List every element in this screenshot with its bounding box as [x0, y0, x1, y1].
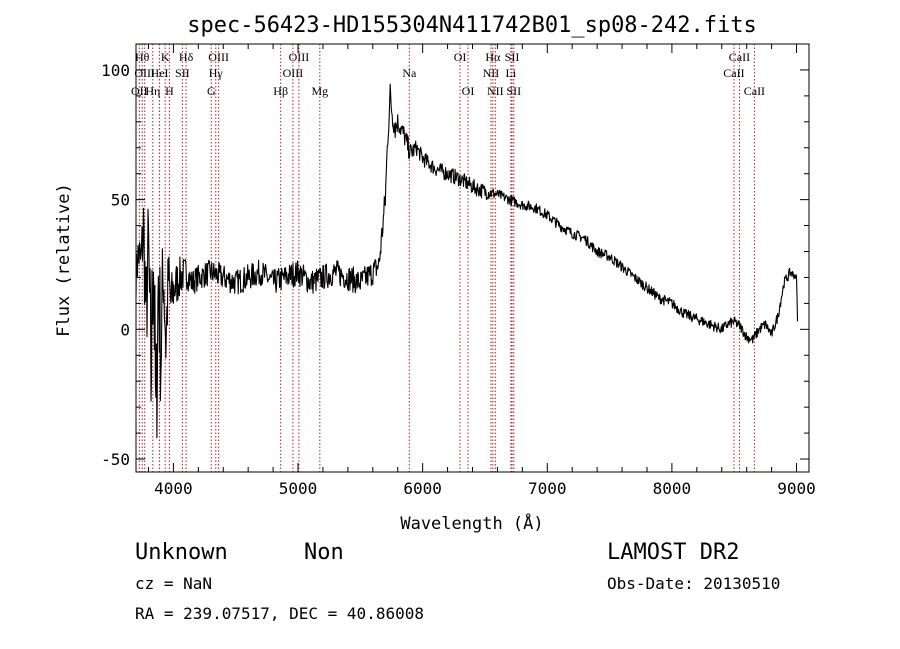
line-label-25: CaII: [723, 66, 744, 80]
line-label-9: G: [207, 84, 216, 98]
line-label-12: Hβ: [273, 84, 288, 98]
line-label-7: SII: [175, 66, 190, 80]
spectrum-line: [135, 83, 799, 439]
line-label-5: K: [161, 50, 170, 64]
obs-date: Obs-Date: 20130510: [607, 574, 780, 593]
line-label-1: Hθ: [135, 50, 150, 64]
x-axis: 4000 5000 6000 7000 8000 9000: [147, 44, 816, 498]
line-label-17: OI: [454, 50, 467, 64]
x-tick-label-5: 9000: [777, 479, 816, 498]
line-label-21: NII: [487, 84, 504, 98]
class-label: Unknown: [135, 540, 228, 565]
line-label-18: OI: [462, 84, 475, 98]
line-label-8: Hδ: [179, 50, 194, 64]
line-label-20: Hα: [485, 50, 501, 64]
line-label-6: H: [165, 84, 174, 98]
x-tick-label-3: 7000: [528, 479, 567, 498]
x-tick-label-1: 5000: [279, 479, 318, 498]
line-label-23: SII: [505, 50, 520, 64]
x-tick-label-0: 4000: [154, 479, 193, 498]
x-tick-label-2: 6000: [403, 479, 442, 498]
line-label-3: Hη: [145, 84, 160, 98]
subclass-label: Non: [304, 540, 344, 565]
line-label-27: CaII: [744, 84, 765, 98]
y-tick-label-3: 100: [101, 61, 130, 80]
line-label-4: HeI: [151, 66, 169, 80]
plot-frame: [135, 43, 810, 473]
x-axis-label: Wavelength (Å): [400, 512, 543, 534]
y-axis: -50 0 50 100: [101, 61, 809, 469]
line-label-15: Mg: [311, 84, 328, 98]
line-label-0: OII: [131, 84, 148, 98]
line-marker-labels: OIIHθOIIIHηHeIKHSIIHδGHγOIIIHβOIIIOIIIMg…: [131, 50, 765, 98]
y-tick-label-1: 0: [120, 320, 130, 339]
line-label-16: Na: [402, 66, 417, 80]
line-label-19: NII: [483, 66, 500, 80]
y-tick-label-2: 50: [111, 191, 130, 210]
line-label-26: CaII: [729, 50, 750, 64]
line-label-11: OIII: [208, 50, 229, 64]
line-markers: [138, 44, 755, 472]
line-label-10: Hγ: [209, 66, 224, 80]
cz-text: cz = NaN: [135, 574, 212, 593]
line-label-22: Li: [506, 66, 517, 80]
coords-text: RA = 239.07517, DEC = 40.86008: [135, 604, 424, 623]
survey-label: LAMOST DR2: [607, 540, 739, 565]
y-axis-label: Flux (relative): [54, 183, 74, 337]
line-label-24: SII: [506, 84, 521, 98]
x-tick-label-4: 8000: [653, 479, 692, 498]
y-tick-label-0: -50: [101, 450, 130, 469]
chart-title: spec-56423-HD155304N411742B01_sp08-242.f…: [187, 13, 757, 38]
line-label-13: OIII: [283, 66, 304, 80]
line-label-14: OIII: [289, 50, 310, 64]
